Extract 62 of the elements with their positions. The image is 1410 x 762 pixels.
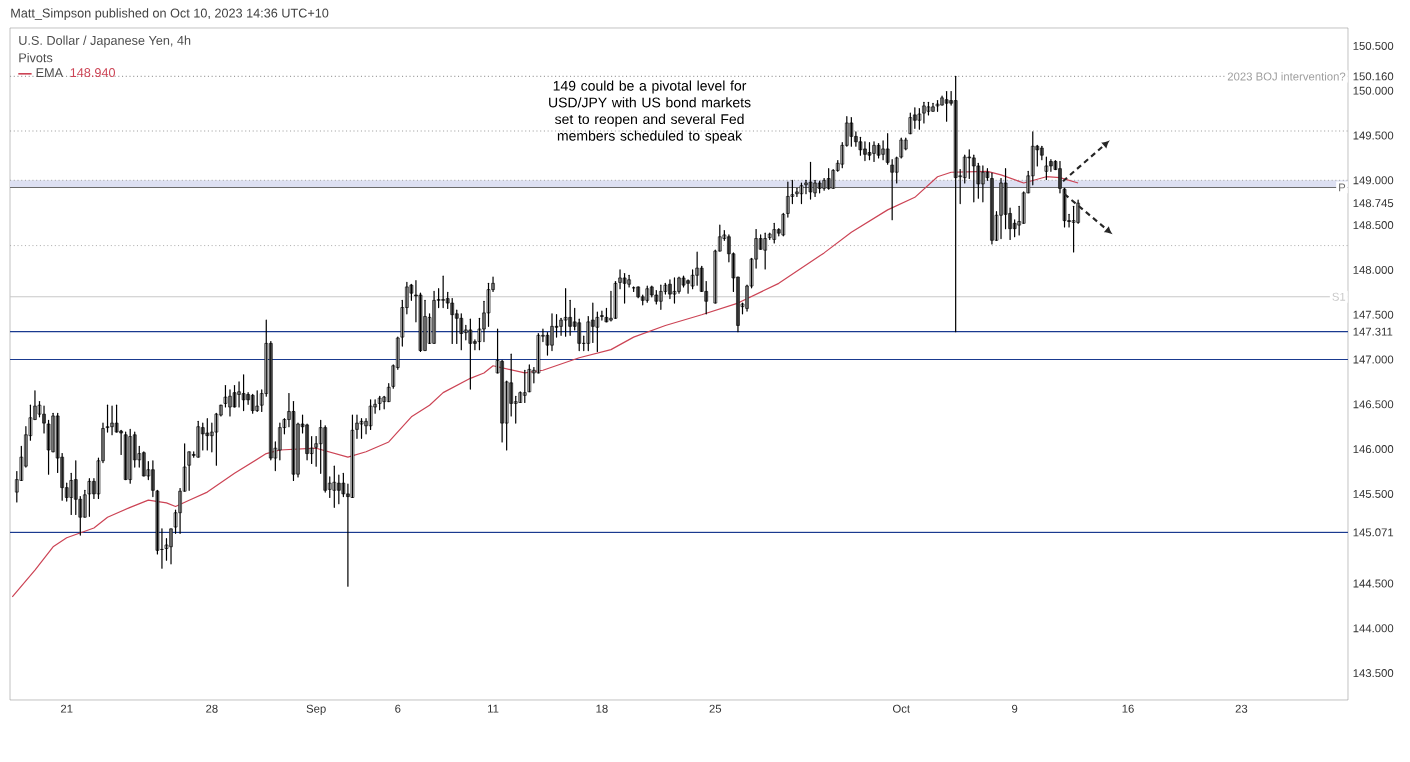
x-tick-label: Sep [306, 704, 326, 715]
candlestick [876, 142, 881, 159]
text: U.S. Dollar / Japanese Yen, 4h [19, 35, 191, 48]
y-tick-label: 148.500 [1353, 221, 1394, 230]
y-tick-label: 146.500 [1353, 400, 1394, 409]
candlestick [87, 478, 92, 517]
annotation: 149 could be a pivotal level for USD/JPY with US bond markets set to reopen and several Fed members scheduled to speak [549, 80, 751, 144]
candlestick [649, 285, 654, 298]
line-series [11, 170, 1079, 598]
x-tick-label: 21 [60, 704, 73, 713]
candlestick [522, 369, 527, 404]
y-tick-label: 144.000 [1353, 624, 1394, 633]
y-tick-label: 150.160 [1353, 72, 1394, 81]
candlestick [867, 142, 872, 161]
legend-label: EMA [36, 68, 64, 77]
candlestick [1044, 156, 1049, 181]
candlestick [595, 311, 600, 353]
y-tick-label: 146.000 [1353, 445, 1394, 454]
candlestick [971, 154, 976, 203]
y-tick-label: 143.500 [1353, 669, 1394, 678]
y-tick-label: 145.500 [1353, 489, 1394, 498]
x-tick-label: 16 [1122, 704, 1134, 713]
y-tick-label: 149.000 [1353, 176, 1394, 185]
y-tick-label: 150.500 [1353, 41, 1394, 50]
x-tick-label: 23 [1235, 704, 1248, 713]
candlestick [654, 289, 659, 305]
y-tick-label: 144.500 [1353, 579, 1394, 588]
ref-line-label: P [1339, 183, 1346, 192]
y-tick-label: 149.500 [1353, 131, 1394, 140]
y-tick-label: 147.000 [1353, 355, 1394, 364]
candlestick [967, 149, 972, 180]
candlestick [799, 182, 804, 205]
x-tick-label: 6 [395, 704, 401, 713]
x-tick-label: Oct [892, 704, 910, 713]
x-tick-label: 18 [596, 704, 608, 713]
candlestick [672, 277, 677, 304]
y-tick-label: 148.000 [1353, 265, 1394, 274]
candlestick [563, 288, 568, 337]
x-tick-label: 25 [709, 704, 722, 713]
x-tick-label: 28 [206, 704, 218, 713]
y-tick-label: 150.000 [1353, 86, 1394, 95]
ref-line-label: 2023 BOJ intervention? [1227, 72, 1346, 81]
candlestick [622, 272, 627, 304]
candlestick [468, 318, 473, 390]
candlestick [359, 418, 364, 439]
candlestick [944, 91, 949, 122]
y-tick-label: 145.071 [1353, 528, 1394, 537]
candlestick [241, 374, 246, 412]
candlestick [255, 390, 260, 413]
x-tick-label: 9 [1012, 704, 1018, 713]
candlestick [368, 399, 373, 430]
y-tick-label: 147.500 [1353, 310, 1394, 319]
annotation: 148.940 [70, 68, 116, 78]
candlestick [935, 99, 940, 112]
y-tick-label: 147.311 [1353, 327, 1393, 336]
text: Matt_Simpson published on Oct 10, 2023 14:36 UTC+10 [11, 8, 329, 21]
candlestick [205, 418, 210, 451]
y-tick-label: 148.745 [1353, 199, 1394, 208]
candlestick [808, 161, 813, 200]
text: Pivots [19, 52, 53, 63]
x-tick-label: 11 [488, 704, 499, 713]
candlestick [885, 133, 890, 165]
